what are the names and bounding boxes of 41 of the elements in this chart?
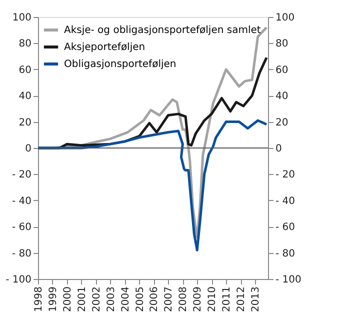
y-tick-label: 80 [18, 38, 32, 50]
y-tick-label: 0 [25, 144, 32, 154]
y-tick-label: - 20 [12, 170, 32, 181]
x-tick-label: 1998 [34, 286, 44, 312]
y-tick-label: 100 [12, 12, 32, 24]
y-tick-label: 60 [18, 64, 32, 76]
x-tick-label: 2002 [91, 286, 102, 312]
x-tick-label: 2012 [236, 286, 248, 312]
x-tick-label: 2007 [164, 286, 175, 312]
legend-label: Aksje- og obligasjonsporteføljen samlet [64, 25, 261, 36]
x-tick-label: 2003 [106, 286, 117, 312]
y2-tick-label: - 40 [276, 196, 296, 207]
y2-tick-label: - 60 [276, 222, 296, 234]
y2-tick-label: - 80 [276, 248, 296, 260]
y-tick-label: - 40 [12, 196, 32, 207]
y2-tick-label: - 20 [276, 170, 296, 181]
x-tick-label: 2011 [222, 286, 233, 312]
y2-tick-label: 0 [276, 144, 282, 154]
y2-tick-label: - 100 [276, 274, 302, 286]
y2-tick-label: 40 [276, 91, 288, 102]
legend-label: Obligasjonsporteføljen [64, 59, 176, 70]
x-tick-label: 2006 [149, 286, 160, 312]
legend-label: Aksjeporteføljen [64, 42, 146, 53]
x-tick-label: 2013 [250, 286, 262, 312]
x-tick-label: 2009 [192, 286, 204, 312]
y2-tick-label: 80 [276, 38, 288, 50]
x-tick-label: 2000 [62, 286, 74, 312]
y2-tick-label: 20 [276, 117, 288, 128]
x-tick-label: 2004 [120, 286, 132, 312]
y-tick-label: 40 [18, 91, 32, 102]
y-tick-label: - 100 [6, 274, 32, 286]
y-tick-label: 20 [18, 117, 32, 128]
y-tick-label: - 80 [12, 248, 32, 260]
y-tick-label: - 60 [12, 222, 32, 234]
y2-tick-label: 100 [276, 12, 295, 24]
x-tick-label: 1999 [48, 286, 59, 312]
x-tick-label: 2001 [76, 286, 88, 312]
x-tick-label: 2008 [178, 286, 190, 312]
x-tick-label: 2010 [207, 286, 218, 312]
y2-tick-label: 60 [276, 64, 288, 76]
x-tick-label: 2005 [134, 286, 146, 312]
